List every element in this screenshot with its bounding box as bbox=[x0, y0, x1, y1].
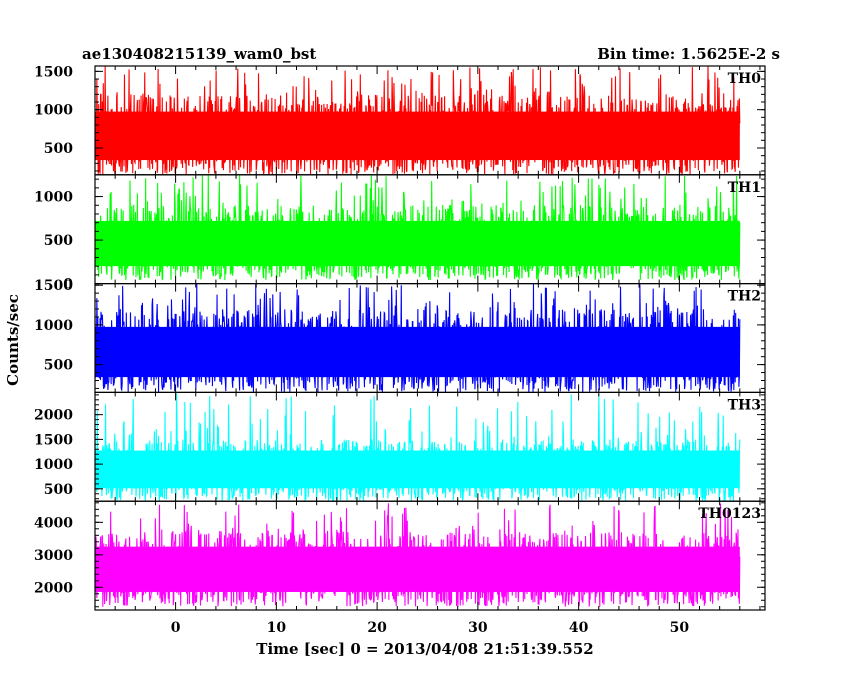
series-th1 bbox=[95, 174, 741, 281]
y-tick-label: 1500 bbox=[34, 278, 73, 294]
panel-th0123: 2000 3000 4000 TH0123 bbox=[34, 500, 766, 611]
y-tick-label: 1500 bbox=[34, 432, 73, 448]
bin-time-label: Bin time: 1.5625E-2 s bbox=[597, 45, 780, 63]
y-tick-label: 3000 bbox=[34, 548, 73, 564]
panel-th0: 500 1000 1500 TH0 bbox=[34, 64, 766, 176]
y-tick-label: 500 bbox=[44, 358, 73, 374]
panel-frame bbox=[94, 500, 766, 611]
panel-label: TH0123 bbox=[698, 506, 761, 522]
panel-label: TH2 bbox=[728, 289, 761, 305]
x-tick-label: 0 bbox=[171, 620, 181, 636]
panel-label: TH0 bbox=[728, 71, 762, 87]
y-tick-label: 1000 bbox=[34, 190, 73, 206]
panel-th1: 0 500 1000 TH1 bbox=[34, 174, 766, 293]
panel-label: TH1 bbox=[728, 180, 761, 196]
series-th3 bbox=[95, 392, 741, 502]
x-tick-label: 20 bbox=[367, 620, 387, 636]
x-axis-label: Time [sec] 0 = 2013/04/08 21:51:39.552 bbox=[256, 640, 593, 658]
x-tick-label: 50 bbox=[670, 620, 690, 636]
y-tick-label: 1000 bbox=[34, 318, 73, 334]
series-th0123 bbox=[95, 503, 741, 607]
panel-th2: 500 1000 1500 TH2 bbox=[34, 278, 766, 394]
y-tick-label: 1000 bbox=[34, 103, 73, 119]
panel-th3: 500 1000 1500 2000 TH3 bbox=[34, 391, 766, 502]
chart-title: ae130408215139_wam0_bst bbox=[82, 45, 316, 63]
y-tick-label: 2000 bbox=[34, 408, 73, 424]
series-th0 bbox=[95, 66, 741, 175]
y-tick-label: 500 bbox=[44, 141, 73, 157]
y-tick-label: 2000 bbox=[34, 580, 73, 596]
series-th2 bbox=[95, 283, 741, 393]
y-tick-label: 1500 bbox=[34, 64, 73, 80]
y-tick-label: 500 bbox=[44, 482, 73, 498]
y-tick-label: 500 bbox=[44, 233, 73, 249]
panel-label: TH3 bbox=[728, 397, 761, 413]
y-tick-label: 4000 bbox=[34, 515, 73, 531]
x-tick-label: 30 bbox=[468, 620, 488, 636]
x-tick-label: 10 bbox=[267, 620, 287, 636]
x-tick-label: 40 bbox=[569, 620, 589, 636]
y-tick-label: 1000 bbox=[34, 457, 73, 473]
y-axis-label: Counts/sec bbox=[4, 294, 22, 386]
y-tick-label: 0 bbox=[63, 277, 73, 293]
